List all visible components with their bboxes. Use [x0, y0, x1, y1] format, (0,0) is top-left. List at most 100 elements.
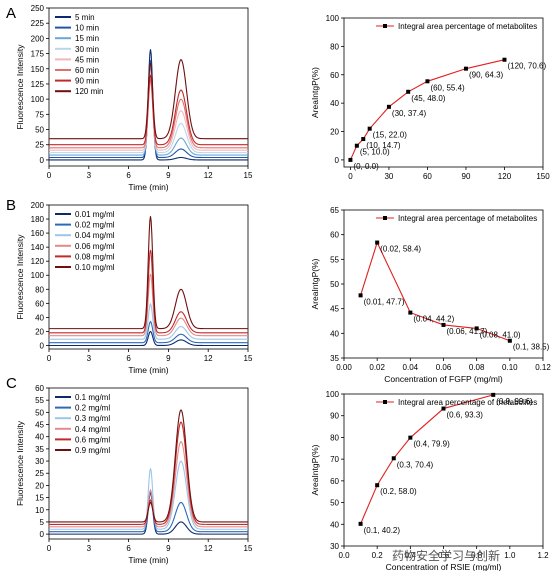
series-line-0-7	[49, 58, 248, 140]
y-tick-label-5-4: 70	[330, 455, 339, 464]
series-line-2-3	[49, 273, 248, 337]
x-tick-label-4-0: 0	[47, 544, 52, 553]
y-tick-label-2-1: 20	[35, 327, 44, 336]
y-tick-label-5-7: 100	[326, 390, 340, 399]
series-line-2-4	[49, 249, 248, 334]
plot-frame-1	[343, 17, 544, 168]
x-tick-label-0-0: 0	[47, 171, 52, 180]
y-axis-label-0: Fluorescence Intensity	[15, 44, 25, 130]
y-tick-label-1-1: 20	[330, 128, 339, 137]
x-tick-label-5-0: 0.0	[338, 551, 350, 560]
y-tick-label-4-1: 5	[40, 518, 45, 527]
legend-label-1: Integral area percentage of metabolites	[398, 22, 537, 31]
legend-label-2-3: 0.06 mg/ml	[75, 242, 115, 251]
data-point-5-2	[391, 456, 396, 461]
data-label-1-8: (120, 70.6)	[507, 62, 546, 71]
x-tick-label-0-2: 6	[126, 171, 131, 180]
legend-label-4-5: 0.9 mg/ml	[75, 446, 110, 455]
y-tick-label-4-2: 10	[35, 506, 44, 515]
x-tick-label-0-4: 12	[204, 171, 213, 180]
data-point-5-3	[408, 435, 413, 440]
y-tick-label-5-3: 60	[330, 477, 339, 486]
y-tick-label-0-9: 225	[31, 19, 45, 28]
x-tick-label-3-3: 0.06	[436, 363, 452, 372]
x-tick-label-5-5: 1.0	[504, 551, 516, 560]
legend-label-3: Integral area percentage of metabolites	[398, 214, 537, 223]
legend-marker-5	[383, 400, 387, 404]
x-tick-label-0-5: 15	[244, 171, 253, 180]
legend-label-2-5: 0.10 mg/ml	[75, 263, 115, 272]
data-point-1-4	[386, 104, 391, 109]
x-tick-label-1-1: 30	[384, 172, 393, 181]
data-label-1-5: (45, 48.0)	[411, 94, 446, 103]
y-tick-label-4-6: 30	[35, 457, 44, 466]
x-tick-label-2-4: 12	[204, 354, 213, 363]
trend-line-3	[360, 241, 511, 342]
data-point-1-8	[502, 57, 507, 62]
x-tick-label-4-3: 9	[166, 544, 171, 553]
data-point-3-0	[358, 293, 363, 298]
x-tick-label-1-5: 150	[536, 172, 550, 181]
data-point-1-2	[361, 137, 366, 142]
y-tick-label-2-5: 100	[31, 271, 45, 280]
y-tick-label-3-3: 50	[330, 280, 339, 289]
x-tick-label-1-3: 90	[462, 172, 471, 181]
legend-label-0-3: 30 min	[75, 45, 99, 54]
x-tick-label-4-2: 6	[126, 544, 131, 553]
y-tick-label-0-6: 150	[31, 65, 45, 74]
legend-marker-3	[383, 216, 387, 220]
series-line-4-2	[49, 460, 248, 530]
x-axis-label-2: Time (min)	[128, 365, 168, 375]
plot-frame-2	[48, 204, 249, 350]
y-tick-label-1-5: 100	[326, 14, 340, 23]
data-label-3-0: (0.01, 47.7)	[364, 297, 405, 306]
y-tick-label-4-10: 50	[35, 408, 44, 417]
y-tick-label-4-8: 40	[35, 433, 44, 442]
data-label-5-3: (0.4, 79.9)	[413, 440, 450, 449]
chromatogram-series-group-2	[49, 216, 248, 347]
y-tick-label-3-0: 35	[330, 354, 339, 363]
x-tick-label-3-0: 0.00	[336, 363, 352, 372]
y-tick-label-4-0: 0	[40, 530, 45, 539]
y-tick-label-4-3: 15	[35, 494, 44, 503]
x-tick-label-3-6: 0.12	[535, 363, 551, 372]
x-tick-label-5-2: 0.4	[405, 551, 417, 560]
y-tick-label-4-4: 20	[35, 481, 44, 490]
y-tick-label-2-2: 40	[35, 313, 44, 322]
y-tick-label-3-4: 55	[330, 255, 339, 264]
data-label-1-4: (30, 37.4)	[392, 109, 427, 118]
legend-label-4-4: 0.6 mg/ml	[75, 435, 110, 444]
x-tick-label-0-3: 9	[166, 171, 171, 180]
y-tick-label-1-2: 40	[330, 99, 339, 108]
x-tick-label-0-1: 3	[87, 171, 92, 180]
y-tick-label-2-7: 140	[31, 243, 45, 252]
x-tick-label-5-4: 0.8	[471, 551, 483, 560]
data-point-3-2	[408, 310, 413, 315]
legend-label-0-7: 120 min	[75, 87, 103, 96]
x-tick-label-2-5: 15	[244, 354, 253, 363]
x-axis-label-3: Concentration of FGFP (mg/ml)	[384, 374, 503, 384]
x-tick-label-2-1: 3	[87, 354, 92, 363]
data-point-1-3	[367, 126, 372, 131]
legend-label-0-4: 45 min	[75, 55, 99, 64]
y-tick-label-2-0: 0	[40, 341, 45, 350]
data-point-5-1	[375, 483, 380, 488]
data-label-1-2: (10, 14.7)	[366, 141, 401, 150]
y-tick-label-5-0: 30	[330, 542, 339, 551]
trend-line-5	[360, 394, 494, 525]
y-tick-label-2-6: 120	[31, 257, 45, 266]
y-tick-label-5-2: 50	[330, 499, 339, 508]
chromatogram-series-group-0	[49, 49, 248, 161]
y-tick-label-5-5: 80	[330, 433, 339, 442]
data-label-5-5: (0.9, 99.6)	[496, 397, 533, 406]
series-line-2-1	[49, 320, 248, 344]
x-tick-label-2-2: 6	[126, 354, 131, 363]
legend-label-2-4: 0.08 mg/ml	[75, 252, 115, 261]
x-axis-label-0: Time (min)	[128, 182, 168, 192]
x-tick-label-3-1: 0.02	[369, 363, 385, 372]
series-line-4-5	[49, 409, 248, 523]
y-tick-label-0-2: 50	[35, 126, 44, 135]
data-label-3-4: (0.08, 41.0)	[480, 330, 521, 339]
x-tick-label-3-4: 0.08	[469, 363, 485, 372]
